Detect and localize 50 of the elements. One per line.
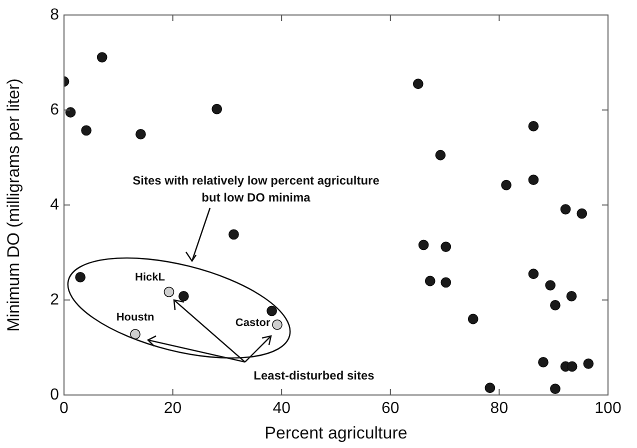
- annotation: HickL: [135, 271, 166, 284]
- y-tick-label: 0: [50, 386, 60, 404]
- annotation: Castor: [235, 317, 271, 330]
- point: [424, 276, 436, 286]
- x-axis-title: Percent agriculture: [264, 423, 408, 442]
- point: [468, 314, 478, 324]
- y-tick-label: 6: [50, 101, 60, 118]
- point: [418, 240, 429, 250]
- point: [550, 300, 560, 310]
- point: [566, 361, 578, 372]
- x-tick-label: 100: [594, 400, 622, 418]
- y-tick-label: 8: [50, 6, 60, 24]
- point: [65, 107, 76, 118]
- annotation: Houstn: [116, 312, 154, 324]
- y-tick-label: 4: [50, 196, 60, 214]
- point: [528, 120, 539, 132]
- point: [576, 208, 588, 219]
- point: [440, 242, 452, 252]
- point: [484, 382, 496, 394]
- x-tick-label: 80: [490, 400, 508, 418]
- point: [440, 277, 452, 288]
- point: [560, 204, 571, 214]
- point: [178, 291, 189, 302]
- point: [412, 78, 424, 90]
- point: [212, 104, 222, 114]
- point: [583, 358, 594, 369]
- point: [528, 174, 539, 186]
- point: [81, 125, 92, 136]
- point: [528, 268, 539, 280]
- point: [96, 52, 108, 62]
- x-tick-label: 20: [164, 400, 182, 418]
- point: [501, 180, 512, 190]
- point: [164, 286, 174, 298]
- point: [130, 329, 140, 340]
- x-tick-label: 40: [272, 400, 291, 418]
- x-tick-label: 60: [382, 400, 400, 418]
- y-tick-label: 2: [50, 291, 60, 308]
- point: [136, 129, 146, 140]
- point: [75, 272, 86, 282]
- point: [550, 384, 560, 394]
- point: [538, 357, 548, 368]
- annotation: Sites with relatively low percent agriculture but low DO minima: [132, 173, 380, 204]
- point: [272, 320, 282, 330]
- point: [228, 229, 239, 240]
- point: [566, 291, 577, 302]
- point: [545, 280, 556, 290]
- y-axis-title: Minimum DO (milligrams per liter): [4, 78, 23, 332]
- annotation: Least-disturbed sites: [254, 368, 375, 382]
- point: [435, 150, 446, 160]
- point: [266, 306, 278, 316]
